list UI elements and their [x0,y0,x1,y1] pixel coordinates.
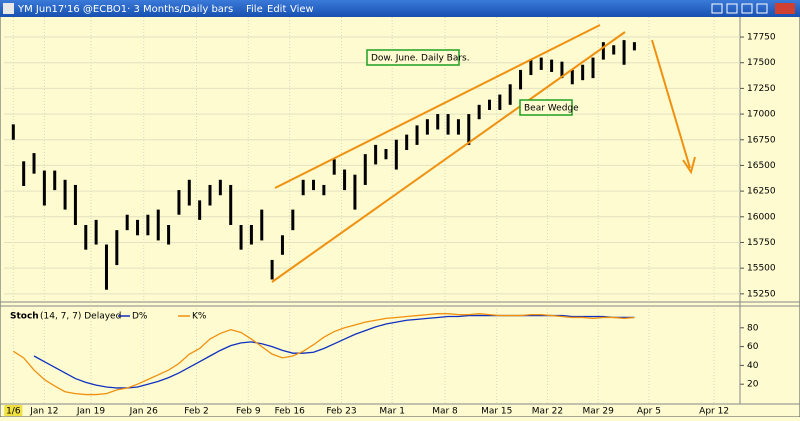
legend-label: D% [132,312,148,322]
y-tick-label: 17750 [747,33,776,43]
x-tick-label: Jan 12 [29,407,58,417]
button[interactable] [756,3,768,14]
button[interactable] [711,3,723,14]
annotation-box [366,49,460,66]
series-line [12,313,635,396]
x-tick-label: Apr 5 [637,407,661,417]
date-highlight [4,405,23,416]
y-tick-label: 16250 [747,187,776,197]
x-tick-label: Mar 1 [379,407,405,417]
arrow-head [682,156,696,175]
y-tick-label: 15250 [747,289,776,299]
indicator-title: Stoch [10,312,39,322]
annotation: Dow. June. Daily Bars. [371,54,470,64]
annotation: Bear Wedge [524,104,579,114]
y-tick-label: 20 [747,380,759,390]
y-tick-label: 17250 [747,84,776,94]
x-tick-label: Mar 15 [481,407,512,417]
button[interactable] [726,3,738,14]
series-line [33,314,635,389]
menu-item[interactable]: View [290,4,314,15]
y-tick-label: 16000 [747,212,776,222]
window-title: YM Jun17'16 @ECBO1· 3 Months/Daily bars [17,4,233,15]
plot: 1/6 Jan 12 Jan 19 Jan 26 Feb 2 Feb 9 Feb 16 Feb… [4,17,776,417]
x-tick-label: Mar 22 [532,407,563,417]
wedge-line [274,24,601,189]
y-tick-label: 17500 [747,58,776,68]
x-tick-label: Feb 9 [236,407,261,417]
x-tick-label: Jan 19 [76,407,105,417]
title-bar [0,0,800,17]
x-tick-label: Mar 29 [583,407,615,417]
y-tick-label: 15500 [747,264,776,274]
y-tick-label: 80 [747,323,759,333]
indicator-params: (14, 7, 7) Delayed [40,312,121,322]
y-tick-label: 15750 [747,238,776,248]
annotation-box [519,99,573,116]
y-tick-label: 17000 [747,110,776,120]
x-tick-label: Feb 16 [275,407,306,417]
x-tick-label: Jan 26 [129,407,158,417]
window-buttons[interactable] [711,3,795,14]
menu-item[interactable]: Edit [267,4,286,15]
button[interactable] [741,3,753,14]
wedge-line [271,31,626,283]
y-tick-label: 16750 [747,135,776,145]
window-icon [3,3,14,14]
close-button[interactable] [775,3,795,14]
arrow [651,39,691,169]
menu-item[interactable]: File [246,4,263,15]
x-tick-label: 1/6 [6,407,21,417]
x-tick-label: Apr 12 [699,407,729,417]
y-tick-label: 16500 [747,161,776,171]
x-tick-label: Feb 2 [184,407,209,417]
legend-label: K% [192,312,207,322]
y-tick-label: 40 [747,361,759,371]
y-tick-label: 60 [747,342,759,352]
x-tick-label: Feb 23 [326,407,356,417]
x-tick-label: Mar 8 [432,407,458,417]
